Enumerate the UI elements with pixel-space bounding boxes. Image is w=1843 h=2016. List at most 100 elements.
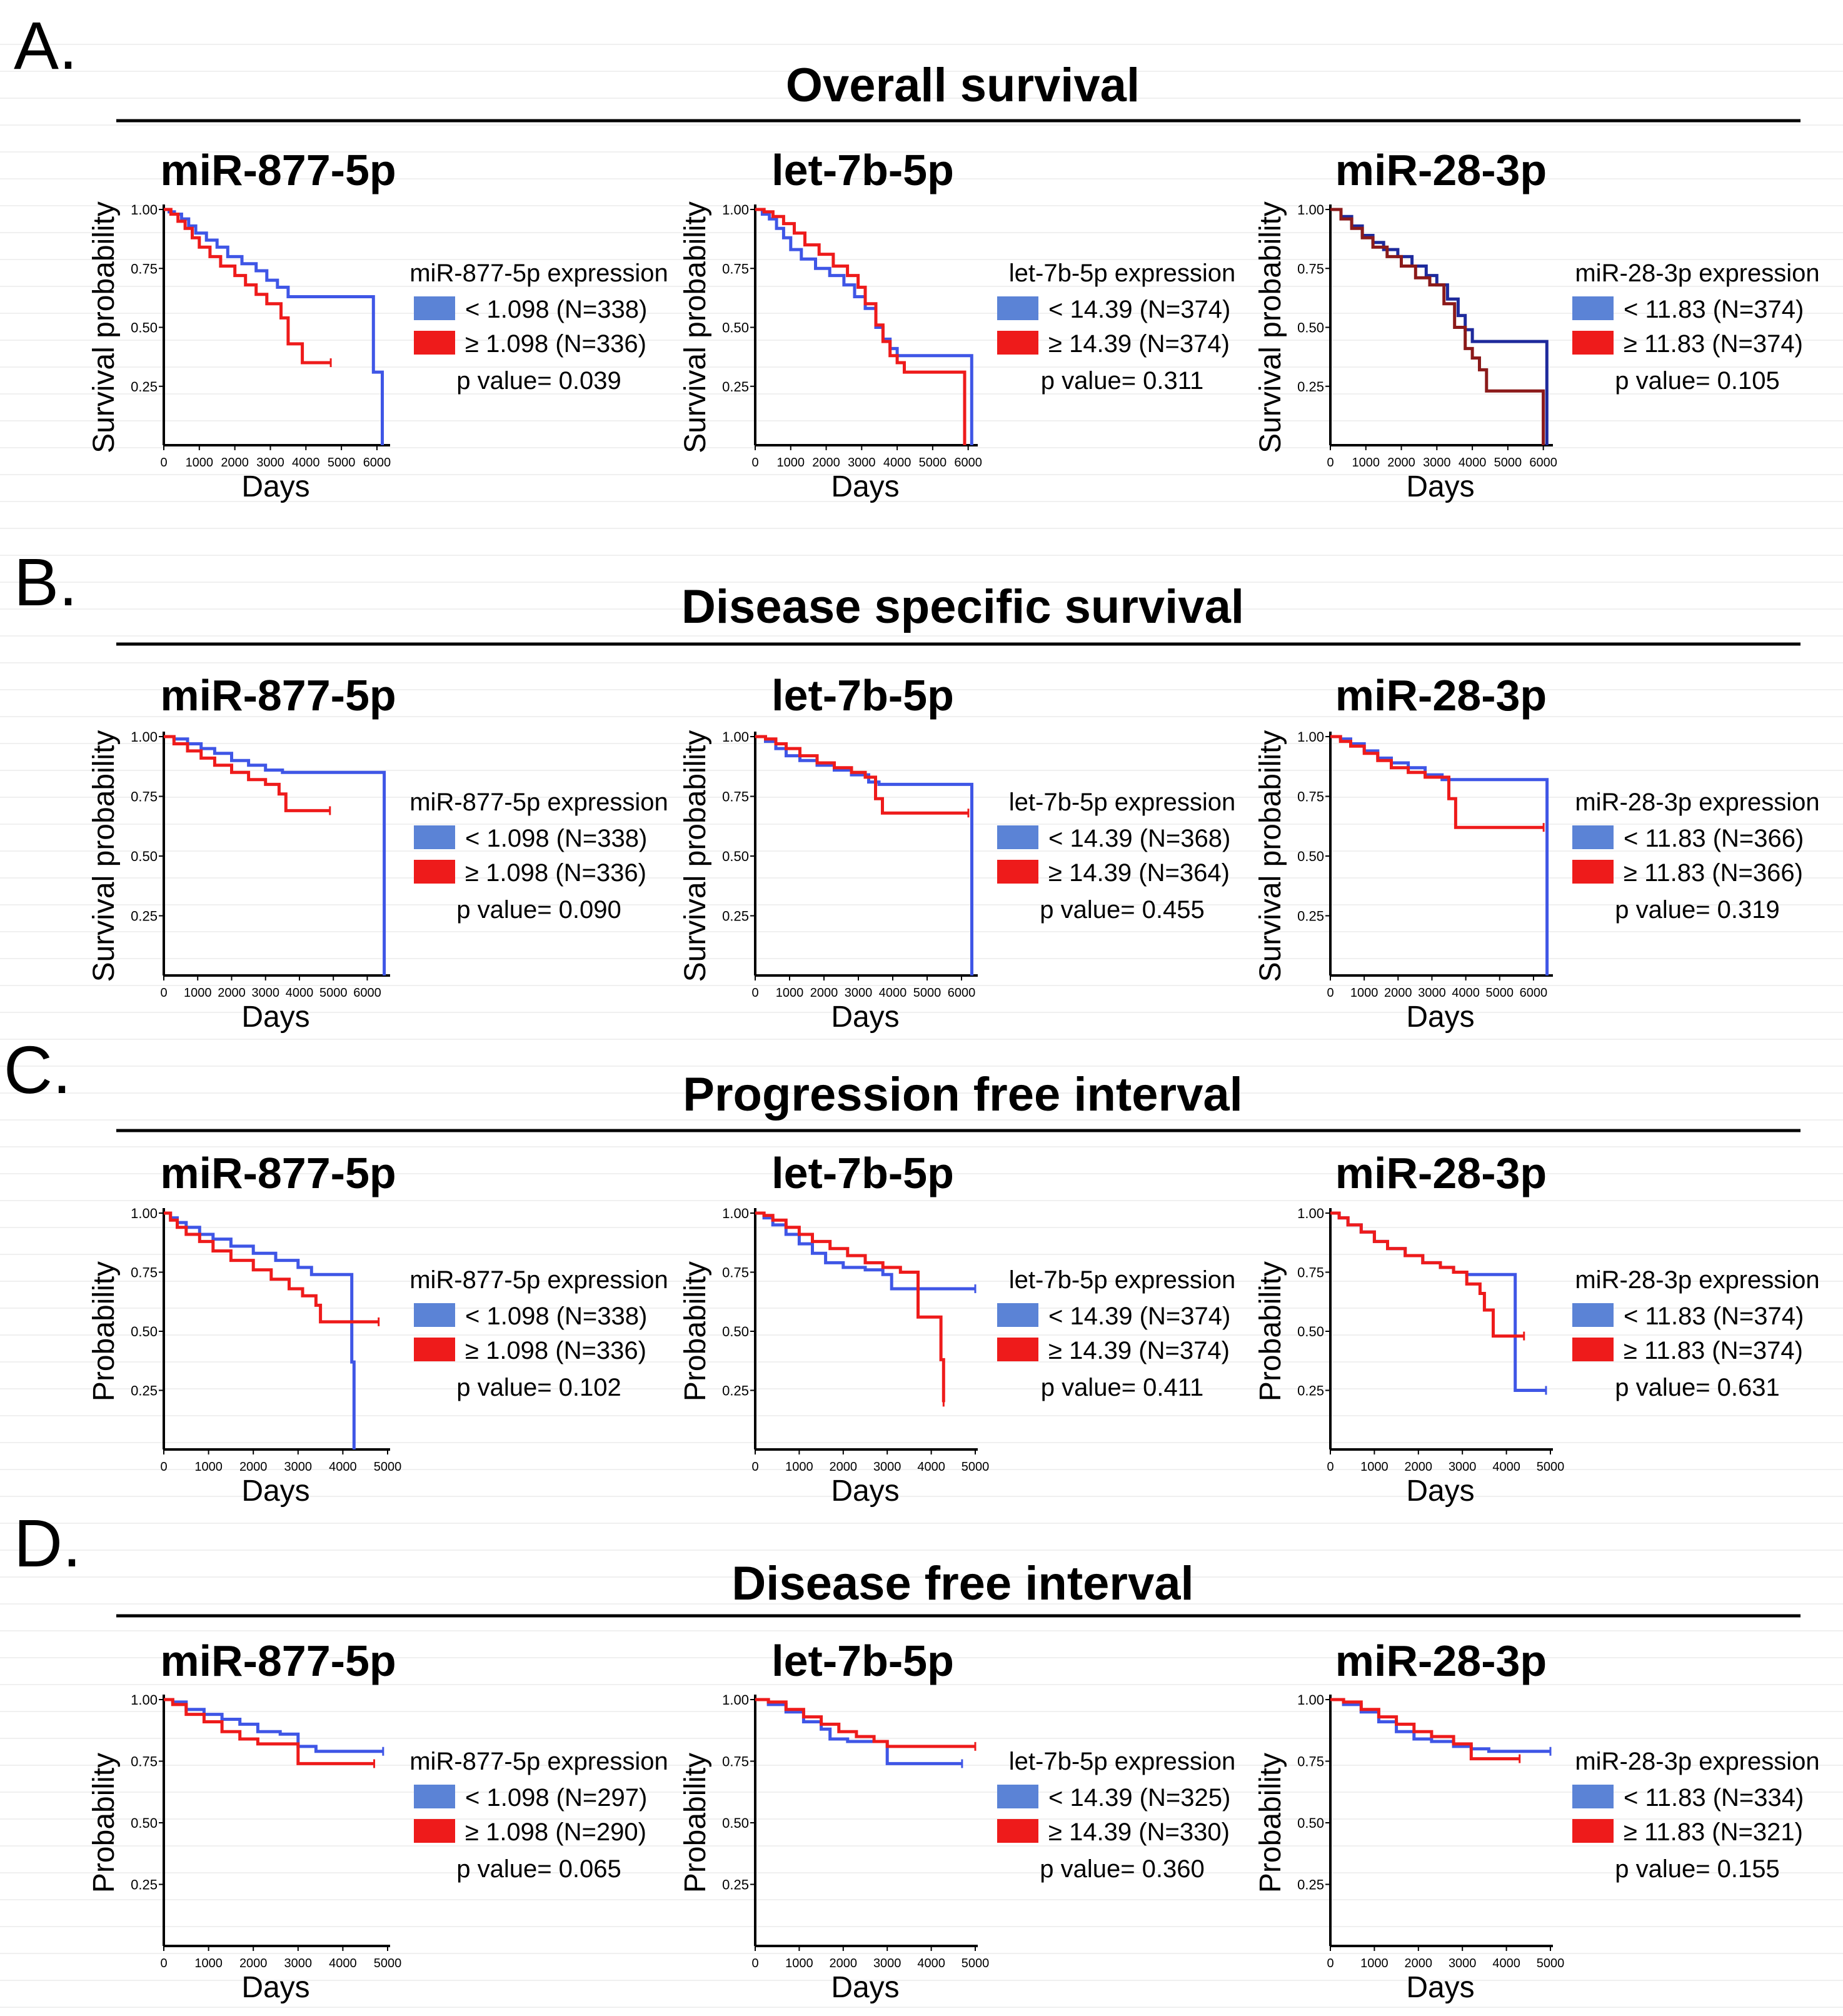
x-tick-label: 6000	[353, 986, 381, 1000]
legend-label: < 11.83 (N=374)	[1624, 296, 1804, 323]
x-axis-label: Days	[1406, 470, 1474, 503]
legend-title: miR-877-5p expression	[409, 1748, 668, 1775]
legend-title: miR-877-5p expression	[409, 789, 668, 816]
legend-swatch	[1572, 825, 1614, 849]
x-tick-label: 1000	[785, 1957, 813, 1970]
x-tick-label: 3000	[256, 456, 284, 470]
x-tick-label: 5000	[1537, 1460, 1565, 1474]
y-tick-label: 0.75	[722, 789, 749, 805]
y-axis-label: Survival probability	[679, 730, 712, 982]
y-tick-label: 0.25	[1297, 379, 1324, 395]
x-tick-label: 0	[751, 1957, 758, 1970]
x-tick-label: 3000	[1418, 986, 1446, 1000]
legend-swatch	[414, 331, 455, 355]
survival-curve	[1330, 1213, 1546, 1391]
legend-label: ≥ 14.39 (N=374)	[1048, 1337, 1230, 1364]
x-tick-label: 4000	[917, 1460, 945, 1474]
legend-label: < 14.39 (N=325)	[1048, 1784, 1230, 1812]
x-tick-label: 3000	[1449, 1460, 1477, 1474]
section-letter: B.	[14, 544, 78, 620]
y-axis-label: Survival probability	[1254, 201, 1287, 453]
x-tick-label: 5000	[962, 1957, 990, 1970]
y-tick-label: 0.50	[722, 320, 749, 336]
y-tick-label: 0.50	[1297, 320, 1324, 336]
x-tick-label: 0	[1327, 456, 1333, 470]
x-tick-label: 1000	[194, 1460, 223, 1474]
survival-curve	[755, 209, 972, 445]
y-tick-label: 0.75	[722, 1754, 749, 1770]
legend-swatch	[997, 860, 1038, 884]
survival-curve	[164, 1213, 379, 1322]
x-tick-label: 3000	[873, 1957, 901, 1970]
x-tick-label: 5000	[913, 986, 942, 1000]
chart-title: let-7b-5p	[771, 1149, 954, 1197]
x-tick-label: 0	[751, 1460, 758, 1474]
legend-title: miR-28-3p expression	[1575, 1266, 1819, 1294]
legend-swatch	[414, 1303, 455, 1327]
y-axis-label: Probability	[679, 1261, 712, 1401]
x-tick-label: 0	[1327, 986, 1333, 1000]
survival-curve	[755, 1700, 975, 1746]
x-tick-label: 4000	[286, 986, 314, 1000]
x-tick-label: 4000	[329, 1957, 357, 1970]
x-tick-label: 2000	[1384, 986, 1412, 1000]
y-tick-label: 0.75	[722, 1265, 749, 1281]
p-value: p value= 0.411	[1041, 1374, 1204, 1401]
y-tick-label: 0.25	[1297, 1383, 1324, 1399]
x-tick-label: 5000	[374, 1460, 402, 1474]
x-tick-label: 2000	[1405, 1957, 1433, 1970]
x-tick-label: 4000	[1459, 456, 1487, 470]
y-tick-label: 0.75	[1297, 261, 1324, 276]
section-b: B. Disease specific survival	[14, 544, 1800, 644]
chart-panel: let-7b-5pSurvival probability 0.250.500.7…	[679, 671, 1235, 1034]
x-tick-label: 4000	[917, 1957, 945, 1970]
survival-curve	[1330, 1700, 1550, 1751]
p-value: p value= 0.102	[456, 1374, 621, 1401]
x-tick-label: 1000	[776, 986, 804, 1000]
chart-panel: miR-877-5pProbability 0.250.500.751.000 10…	[88, 1149, 668, 1508]
survival-curve	[1330, 209, 1547, 445]
x-tick-label: 2000	[810, 986, 838, 1000]
x-axis-label: Days	[241, 470, 309, 503]
legend-swatch	[1572, 860, 1614, 884]
y-tick-label: 0.25	[131, 379, 158, 395]
x-tick-label: 6000	[1529, 456, 1557, 470]
x-axis-label: Days	[1406, 1474, 1474, 1508]
x-axis-label: Days	[241, 1971, 309, 2004]
x-tick-label: 6000	[1520, 986, 1548, 1000]
x-tick-label: 5000	[328, 456, 356, 470]
section-title: Disease free interval	[731, 1557, 1193, 1610]
legend-label: < 14.39 (N=374)	[1048, 1303, 1230, 1330]
legend-swatch	[414, 1819, 455, 1843]
section-a: A. Overall survival	[14, 8, 1800, 121]
x-tick-label: 5000	[1494, 456, 1522, 470]
x-axis-label: Days	[831, 470, 899, 503]
x-tick-label: 0	[160, 1460, 167, 1474]
legend-label: < 1.098 (N=297)	[465, 1784, 647, 1812]
y-axis-label: Probability	[1254, 1261, 1287, 1401]
legend-title: let-7b-5p expression	[1009, 260, 1235, 287]
legend-swatch	[997, 825, 1038, 849]
legend-swatch	[1572, 331, 1614, 355]
chart-panel: let-7b-5pSurvival probability 0.250.500.7…	[679, 146, 1235, 503]
y-tick-label: 0.25	[1297, 1877, 1324, 1893]
p-value: p value= 0.090	[456, 896, 621, 924]
legend-swatch	[1572, 1338, 1614, 1361]
chart-title: miR-28-3p	[1335, 1149, 1547, 1197]
x-tick-label: 0	[751, 986, 758, 1000]
x-axis-label: Days	[831, 1971, 899, 2004]
legend-label: ≥ 1.098 (N=290)	[465, 1818, 646, 1846]
y-tick-label: 0.75	[1297, 1265, 1324, 1281]
chart-panel: miR-28-3p Probability 0.25 0.50 0.75 1.00 0 100…	[1254, 1149, 1820, 1508]
x-tick-label: 3000	[845, 986, 873, 1000]
legend-swatch	[414, 1338, 455, 1361]
x-tick-label: 1000	[785, 1460, 813, 1474]
legend-swatch	[414, 1785, 455, 1808]
legend-swatch	[1572, 1819, 1614, 1843]
x-tick-label: 3000	[873, 1460, 901, 1474]
legend-swatch	[414, 825, 455, 849]
y-tick-label: 0.50	[131, 849, 158, 864]
x-tick-label: 1000	[184, 986, 212, 1000]
x-tick-label: 4000	[1492, 1460, 1520, 1474]
y-axis-label: Survival probability	[88, 201, 121, 453]
